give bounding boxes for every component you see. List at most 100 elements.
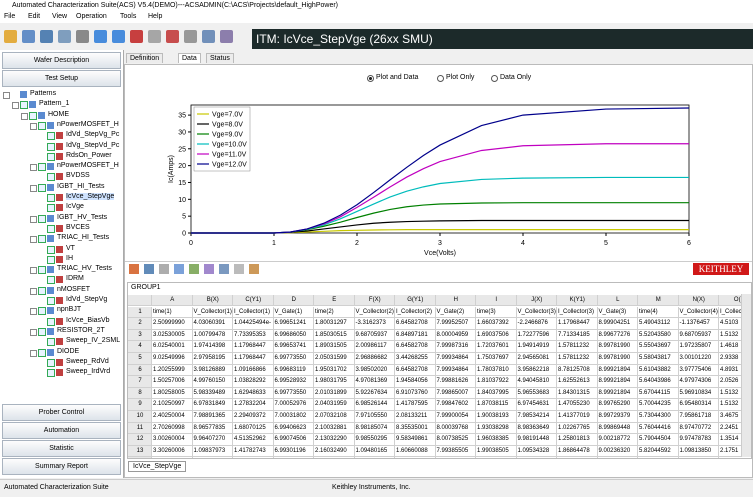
toolbar-button[interactable] (58, 30, 71, 43)
tree-label[interactable]: Sweep_IrdVrd (66, 368, 111, 376)
table-cell[interactable]: 1.72037601 (476, 341, 517, 353)
nav-button[interactable]: Test Setup (2, 70, 121, 87)
table-cell[interactable]: 3.98126889 (192, 364, 233, 377)
table-cell[interactable]: 2.10250997 (152, 399, 193, 411)
table-cell[interactable]: 4.5103 (719, 318, 751, 330)
table-cell[interactable]: 7.99952507 (435, 318, 476, 330)
table-cell[interactable]: 1.19803710 (516, 457, 557, 458)
checkbox[interactable] (47, 224, 55, 233)
table-cell[interactable]: V_Gate(2) (435, 306, 476, 319)
table-cell[interactable]: 1.19713771 (192, 457, 233, 458)
table-cell[interactable]: 6.99406623 (273, 422, 314, 435)
table-cell[interactable]: 1.09837973 (192, 445, 233, 458)
tree-label[interactable]: RdsOn_Power (66, 151, 112, 159)
table-cell[interactable]: 3.00260004 (152, 434, 193, 446)
table-cell[interactable]: V_Collector(2) (354, 306, 395, 319)
table-cell[interactable]: 9.68705937 (678, 329, 719, 342)
table-cell[interactable]: 5.96553683 (516, 387, 557, 400)
table-cell[interactable]: 1.25801813 (557, 434, 598, 446)
table-cell[interactable]: 1.20255999 (152, 364, 193, 377)
tree-label[interactable]: VT (66, 244, 75, 252)
checkbox[interactable] (38, 121, 46, 130)
expander[interactable] (30, 349, 37, 357)
table-cell[interactable]: 3.98502020 (354, 364, 395, 377)
tree-label[interactable]: BVDSS (66, 172, 90, 180)
toolbar-button[interactable] (129, 264, 139, 274)
table-cell[interactable]: time(3) (476, 306, 517, 319)
table-cell[interactable]: 1.5132 (719, 387, 751, 400)
table-cell[interactable]: 2.07032108 (314, 411, 355, 423)
table-cell[interactable]: 5.55043697 (638, 341, 679, 353)
table-cell[interactable]: 7.98891365 (192, 411, 233, 423)
table-cell[interactable]: 7.99987316 (435, 341, 476, 353)
table-cell[interactable]: 8.35535001 (395, 422, 436, 435)
table-cell[interactable]: -1.1376457 (678, 318, 719, 330)
table-cell[interactable]: 3.60260003 (152, 457, 193, 458)
table-cell[interactable]: I_Collector(3) (557, 306, 598, 319)
table-cell[interactable]: 5.82044592 (638, 445, 679, 458)
table-cell[interactable]: 1.41782743 (233, 445, 274, 458)
table-cell[interactable]: 1.62948633 (233, 387, 274, 400)
table-cell[interactable]: 8.99869448 (597, 422, 638, 435)
checkbox[interactable] (38, 235, 46, 244)
menu-item[interactable]: View (52, 13, 68, 20)
table-cell[interactable]: 6.97831849 (192, 399, 233, 411)
table-cell[interactable]: 1.81037922 (476, 376, 517, 388)
table-cell[interactable]: 6.99653741 (273, 341, 314, 353)
table-cell[interactable]: 1.99038505 (476, 445, 517, 458)
table-cell[interactable]: 5.92267634 (354, 387, 395, 400)
table-cell[interactable]: 6.98526144 (354, 399, 395, 411)
table-cell[interactable]: 8.99677276 (597, 329, 638, 342)
table-cell[interactable]: 2.96886682 (354, 353, 395, 365)
checkbox[interactable] (47, 142, 55, 151)
table-cell[interactable]: 1.90038193 (476, 411, 517, 423)
table-cell[interactable]: 7.99533128 (435, 457, 476, 458)
table-cell[interactable]: 1.4618 (719, 341, 751, 353)
expander[interactable] (12, 102, 19, 110)
toolbar-button[interactable] (76, 30, 89, 43)
radio-label[interactable]: Plot and Data (376, 74, 419, 81)
table-cell[interactable]: 2.16032490 (314, 445, 355, 458)
checkbox[interactable] (29, 111, 37, 120)
checkbox[interactable] (47, 369, 55, 378)
table-cell[interactable]: 1.68070125 (233, 422, 274, 435)
radio-button[interactable] (491, 75, 498, 82)
toolbar-button[interactable] (219, 264, 229, 274)
tree-label[interactable]: IH (66, 254, 73, 262)
table-cell[interactable]: 2.0526 (719, 376, 751, 388)
table-cell[interactable]: 2.10032881 (314, 422, 355, 435)
tree-label[interactable]: IGBT_HV_Tests (57, 213, 108, 221)
expander[interactable] (30, 267, 37, 275)
tree-label[interactable]: Sweep_IV_2SML (66, 337, 121, 345)
table-cell[interactable]: 5.96910834 (678, 387, 719, 400)
table-cell[interactable]: 7.99385505 (435, 445, 476, 458)
checkbox[interactable] (47, 255, 55, 264)
toolbar-button[interactable] (234, 264, 244, 274)
table-cell[interactable]: 9.68705937 (354, 329, 395, 342)
table-cell[interactable]: 1.09813850 (678, 445, 719, 458)
table-cell[interactable]: 1.17968447 (233, 353, 274, 365)
table-cell[interactable]: 2.00986117 (354, 341, 395, 353)
checkbox[interactable] (47, 132, 55, 141)
tree-label[interactable]: DIODE (57, 347, 80, 355)
toolbar-button[interactable] (40, 30, 53, 43)
table-cell[interactable]: 1.87038115 (476, 399, 517, 411)
checkbox[interactable] (47, 194, 55, 202)
table-cell[interactable]: 8.99765290 (597, 399, 638, 411)
table-cell[interactable]: 5.64043986 (638, 376, 679, 388)
table-cell[interactable]: 1.19660188 (678, 457, 719, 458)
table-cell[interactable]: 1.85030515 (314, 329, 355, 342)
table-cell[interactable]: 7.00052976 (273, 399, 314, 411)
table-cell[interactable]: 2.40250004 (152, 411, 193, 423)
expander[interactable] (21, 112, 28, 120)
table-cell[interactable]: 4.99760150 (192, 376, 233, 388)
table-cell[interactable]: 7.73395353 (233, 329, 274, 342)
tree-label[interactable]: IcVge (66, 203, 84, 211)
table-cell[interactable]: 1.09534328 (516, 445, 557, 458)
tree-label[interactable]: IdVd_StepVg_Pc (66, 131, 120, 139)
table-cell[interactable]: -3.3162373 (354, 318, 395, 330)
table-cell[interactable]: -2.2466876 (516, 318, 557, 330)
table-cell[interactable]: 2.94565081 (516, 353, 557, 365)
table-cell[interactable]: 7.95861718 (678, 411, 719, 423)
table-cell[interactable]: 1.78037810 (476, 364, 517, 377)
